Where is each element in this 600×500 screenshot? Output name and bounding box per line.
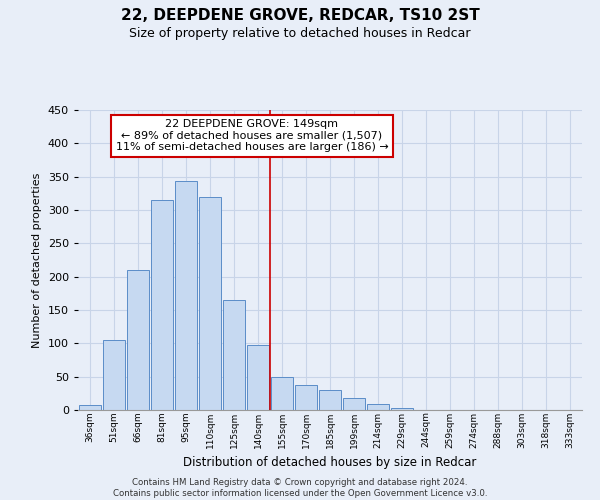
Text: 22 DEEPDENE GROVE: 149sqm
← 89% of detached houses are smaller (1,507)
11% of se: 22 DEEPDENE GROVE: 149sqm ← 89% of detac… [116,119,388,152]
Y-axis label: Number of detached properties: Number of detached properties [32,172,42,348]
Bar [199,198,221,410]
Bar [367,404,389,410]
Bar [271,376,293,410]
Text: Size of property relative to detached houses in Redcar: Size of property relative to detached ho… [129,28,471,40]
Bar [175,182,197,410]
Bar [319,390,341,410]
X-axis label: Distribution of detached houses by size in Redcar: Distribution of detached houses by size … [184,456,476,469]
Text: Contains HM Land Registry data © Crown copyright and database right 2024.
Contai: Contains HM Land Registry data © Crown c… [113,478,487,498]
Bar [79,406,101,410]
Bar [103,340,125,410]
Bar [295,386,317,410]
Bar [223,300,245,410]
Bar [127,270,149,410]
Bar [343,398,365,410]
Bar [391,408,413,410]
Text: 22, DEEPDENE GROVE, REDCAR, TS10 2ST: 22, DEEPDENE GROVE, REDCAR, TS10 2ST [121,8,479,22]
Bar [151,200,173,410]
Bar [247,346,269,410]
